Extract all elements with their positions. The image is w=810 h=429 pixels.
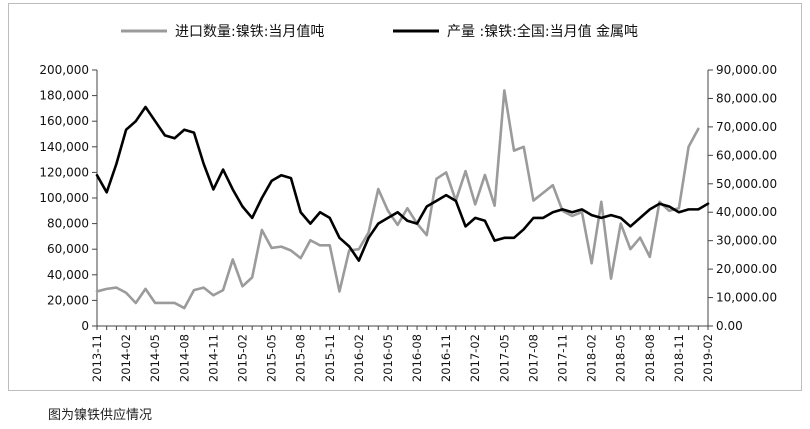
y-left-tick-label: 200,000	[39, 63, 89, 77]
x-tick-label: 2017-05	[497, 334, 511, 382]
series-line-production	[95, 105, 710, 262]
x-tick-label: 2018-11	[672, 334, 686, 382]
chart-frame: 进口数量:镍铁:当月值吨 产量 :镍铁:全国:当月值 金属吨 0 20,000 40…	[8, 3, 802, 391]
x-tick-label: 2015-11	[323, 334, 337, 382]
x-tick-label: 2014-08	[177, 334, 191, 382]
y-right-tick-label: 20,000.00	[716, 262, 777, 276]
y-left-tick-label: 80,000	[47, 217, 89, 231]
x-tick-label: 2019-02	[701, 334, 715, 382]
x-tick-label: 2016-02	[352, 334, 366, 382]
x-tick-label: 2018-08	[643, 334, 657, 382]
y-right-tick-label: 60,000.00	[716, 148, 777, 162]
legend: 进口数量:镍铁:当月值吨 产量 :镍铁:全国:当月值 金属吨	[121, 23, 638, 40]
y-left-tick-label: 40,000	[47, 268, 89, 282]
x-tick-label: 2015-08	[294, 334, 308, 382]
x-tick-label: 2015-02	[235, 334, 249, 382]
y-left-tick-label: 160,000	[39, 114, 89, 128]
x-tick-label: 2018-05	[614, 334, 628, 382]
y-right-tick-label: 90,000.00	[716, 63, 777, 77]
y-right-tick-label: 0.00	[716, 319, 743, 333]
y-left-tick-label: 180,000	[39, 89, 89, 103]
figure-caption: 图为镍铁供应情况	[48, 408, 153, 423]
y-right-tick-label: 70,000.00	[716, 120, 777, 134]
chart-svg: 进口数量:镍铁:当月值吨 产量 :镍铁:全国:当月值 金属吨 0 20,000 40…	[39, 23, 777, 382]
x-tick-label: 2015-05	[265, 334, 279, 382]
x-tick-label: 2017-08	[526, 334, 540, 382]
series-line-import	[95, 89, 700, 310]
y-left-tick-label: 100,000	[39, 191, 89, 205]
y-right-tick-label: 30,000.00	[716, 234, 777, 248]
x-tick-label: 2016-11	[439, 334, 453, 382]
x-tick-label: 2014-11	[206, 334, 220, 382]
axes: 0 20,000 40,000 60,000 80,000 100,000 120,000 1…	[39, 63, 777, 382]
series-layer	[95, 89, 710, 310]
x-tick-label: 2014-02	[119, 334, 133, 382]
y-right-tick-label: 10,000.00	[716, 291, 777, 305]
legend-label-import: 进口数量:镍铁:当月值吨	[175, 24, 324, 40]
x-tick-label: 2016-08	[410, 334, 424, 382]
y-right-tick-label: 40,000.00	[716, 205, 777, 219]
x-tick-label: 2016-05	[381, 334, 395, 382]
legend-label-production: 产量 :镍铁:全国:当月值 金属吨	[447, 23, 638, 40]
y-left-tick-label: 0	[81, 319, 89, 333]
x-tick-label: 2014-05	[148, 334, 162, 382]
y-right-tick-label: 50,000.00	[716, 177, 777, 191]
y-left-tick-label: 140,000	[39, 140, 89, 154]
y-left-tick-label: 60,000	[47, 242, 89, 256]
x-tick-label: 2013-11	[90, 334, 104, 382]
x-tick-label: 2018-02	[585, 334, 599, 382]
y-left-tick-label: 120,000	[39, 165, 89, 179]
y-right-tick-label: 80,000.00	[716, 91, 777, 105]
y-left-tick-label: 20,000	[47, 293, 89, 307]
x-tick-label: 2017-11	[556, 334, 570, 382]
x-tick-label: 2017-02	[468, 334, 482, 382]
